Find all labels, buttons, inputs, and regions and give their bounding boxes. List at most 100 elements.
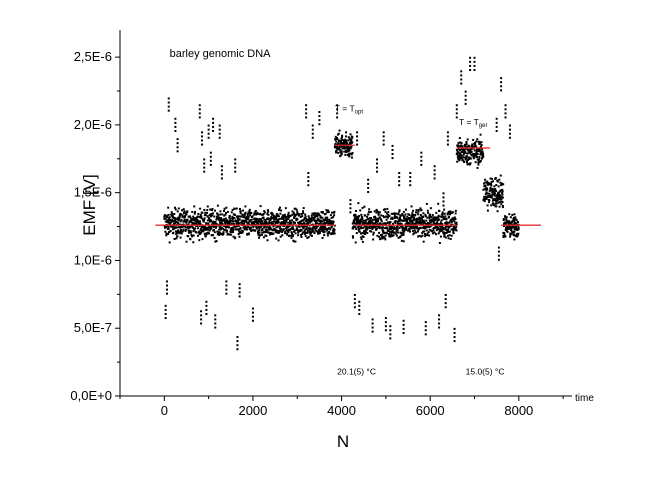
data-point	[353, 222, 356, 225]
outlier-point	[307, 184, 310, 187]
data-point	[172, 225, 175, 228]
data-point	[291, 219, 294, 222]
data-point	[403, 215, 406, 218]
data-point	[401, 225, 404, 228]
data-point	[480, 141, 483, 144]
data-point	[423, 220, 426, 223]
data-point	[429, 213, 432, 216]
data-point	[405, 227, 408, 230]
data-point	[417, 235, 420, 238]
data-point	[216, 204, 219, 207]
outlier-point	[469, 64, 472, 67]
data-point	[222, 233, 225, 236]
data-point	[196, 225, 199, 228]
data-point	[350, 138, 353, 141]
data-point	[352, 236, 355, 239]
data-point	[513, 216, 516, 219]
outlier-point	[356, 131, 359, 134]
outlier-point	[367, 178, 370, 181]
outlier-point	[353, 298, 356, 301]
data-point	[483, 200, 486, 203]
outlier-point	[409, 184, 412, 187]
data-point	[491, 177, 494, 180]
data-point	[318, 230, 321, 233]
data-point	[172, 228, 175, 231]
data-point	[182, 228, 185, 231]
data-point	[225, 206, 228, 209]
outlier-point	[307, 176, 310, 179]
data-point	[194, 222, 197, 225]
data-point	[357, 221, 360, 224]
data-point	[438, 241, 441, 244]
data-point	[350, 145, 353, 148]
data-point	[292, 234, 295, 237]
data-point	[474, 152, 477, 155]
data-point	[255, 213, 258, 216]
data-point	[499, 189, 502, 192]
data-point	[491, 187, 494, 190]
data-point	[409, 217, 412, 220]
data-point	[300, 229, 303, 232]
data-point	[393, 213, 396, 216]
data-point	[334, 135, 337, 138]
outlier-point	[251, 307, 254, 310]
data-point	[295, 219, 298, 222]
data-point	[251, 222, 254, 225]
data-point	[501, 193, 504, 196]
data-point	[420, 221, 423, 224]
data-point	[224, 219, 227, 222]
data-point	[491, 199, 494, 202]
data-point	[390, 228, 393, 231]
data-point	[403, 230, 406, 233]
data-point	[213, 225, 216, 228]
data-point	[495, 184, 498, 187]
outlier-point	[455, 104, 458, 107]
data-point	[278, 231, 281, 234]
data-point	[273, 220, 276, 223]
data-point	[170, 220, 173, 223]
data-point	[283, 224, 286, 227]
data-point	[219, 210, 222, 213]
data-point	[511, 220, 514, 223]
data-point	[358, 230, 361, 233]
data-point	[213, 237, 216, 240]
outlier-point	[438, 322, 441, 325]
data-point	[437, 226, 440, 229]
data-point	[442, 227, 445, 230]
data-point	[297, 234, 300, 237]
data-point	[246, 228, 249, 231]
data-point	[443, 233, 446, 236]
data-point	[168, 241, 171, 244]
data-point	[275, 226, 278, 229]
data-point	[210, 234, 213, 237]
data-point	[313, 216, 316, 219]
data-point	[284, 221, 287, 224]
data-point	[168, 216, 171, 219]
data-point	[360, 238, 363, 241]
outlier-point	[455, 116, 458, 119]
outlier-point	[446, 131, 449, 134]
data-point	[320, 228, 323, 231]
data-point	[198, 233, 201, 236]
data-point	[200, 215, 203, 218]
outlier-point	[307, 180, 310, 183]
data-point	[257, 225, 260, 228]
data-point	[189, 226, 192, 229]
data-point	[334, 143, 337, 146]
data-point	[414, 214, 417, 217]
data-point	[367, 210, 370, 213]
y-tick-label: 2,0E-6	[74, 117, 112, 132]
data-point	[229, 231, 232, 234]
data-point	[286, 225, 289, 228]
data-point	[457, 144, 460, 147]
data-point	[166, 220, 169, 223]
data-point	[290, 231, 293, 234]
data-point	[499, 198, 502, 201]
data-point	[317, 212, 320, 215]
data-point	[449, 213, 452, 216]
data-point	[301, 232, 304, 235]
data-point	[477, 150, 480, 153]
data-point	[261, 220, 264, 223]
data-point	[411, 221, 414, 224]
data-point	[219, 213, 222, 216]
